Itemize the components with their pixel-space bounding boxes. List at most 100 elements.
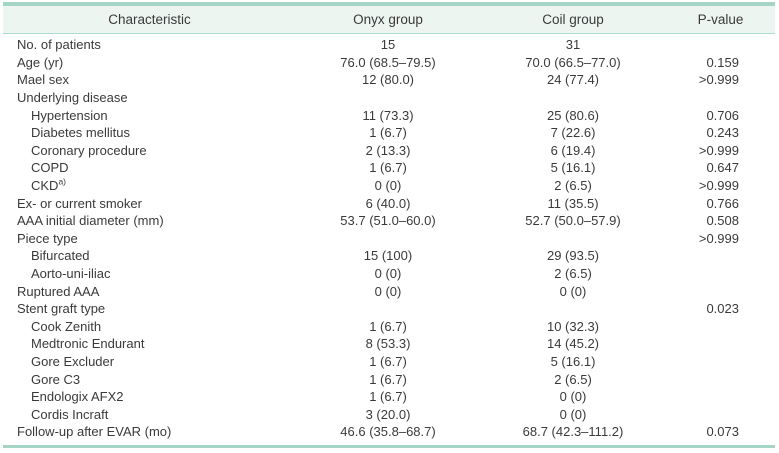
coil-value: 31 (565, 37, 581, 53)
onyx-value: 1 (6.7) (369, 125, 407, 141)
p-value: 0.647 (706, 160, 739, 176)
row-label: Ex- or current smoker (3, 196, 296, 211)
onyx-value: 2 (13.3) (365, 142, 411, 158)
p-value: 0.706 (706, 107, 739, 123)
onyx-value: 1 (6.7) (369, 318, 407, 334)
table-row: COPD 1 (6.7) 5 (16.1) 0.647 (3, 159, 775, 177)
row-label: Diabetes mellitus (3, 125, 296, 140)
coil-value: 2 (6.5) (554, 266, 592, 282)
onyx-value: 12 (80.0) (361, 72, 415, 88)
table-row: Ruptured AAA 0 (0) 0 (0) (3, 282, 775, 300)
coil-value: 5 (16.1) (550, 353, 596, 369)
table-row: Gore C3 1 (6.7) 2 (6.5) (3, 370, 775, 388)
row-label-text: No. of patients (17, 37, 101, 53)
col-header-onyx-group: Onyx group (353, 12, 423, 27)
coil-value: 2 (6.5) (554, 178, 592, 194)
onyx-value: 0 (0) (374, 283, 402, 299)
onyx-value: 0 (0) (374, 266, 402, 282)
coil-value: 52.7 (50.0–57.9) (525, 213, 621, 229)
row-label-text: Aorto-uni-iliac (31, 266, 111, 282)
coil-value: 0 (0) (559, 406, 587, 422)
row-label-text: Piece type (17, 230, 78, 246)
p-value: 0.023 (706, 301, 739, 317)
row-label: No. of patients (3, 37, 296, 52)
table-bottom-rule (3, 444, 775, 448)
row-label-text: AAA initial diameter (mm) (17, 213, 164, 229)
row-label-text: Medtronic Endurant (31, 336, 145, 352)
coil-value: 14 (45.2) (546, 336, 600, 352)
col-header-characteristic: Characteristic (108, 12, 191, 27)
coil-value: 70.0 (66.5–77.0) (525, 54, 621, 70)
table-row: Diabetes mellitus 1 (6.7) 7 (22.6) 0.243 (3, 124, 775, 142)
table-row: Mael sex 12 (80.0) 24 (77.4) >0.999 (3, 71, 775, 89)
coil-value: 29 (93.5) (546, 248, 600, 264)
row-label: COPD (3, 160, 296, 175)
col-header-coil-group: Coil group (542, 12, 604, 27)
row-label: AAA initial diameter (mm) (3, 213, 296, 228)
table-row: Stent graft type 0.023 (3, 300, 775, 318)
row-label-text: Ruptured AAA (17, 283, 100, 299)
table-top-rule (3, 2, 775, 6)
coil-value: 25 (80.6) (546, 107, 600, 123)
row-label-text: Mael sex (17, 72, 70, 88)
onyx-value: 15 (100) (363, 248, 413, 264)
row-label: Cook Zenith (3, 319, 296, 334)
row-label-text: Gore Excluder (31, 353, 115, 369)
p-value: 0.766 (706, 195, 739, 211)
coil-value: 0 (0) (559, 283, 587, 299)
row-label-text: Cook Zenith (31, 318, 102, 334)
table-row: Gore Excluder 1 (6.7) 5 (16.1) (3, 353, 775, 371)
onyx-value: 1 (6.7) (369, 353, 407, 369)
table-row: Endologix AFX2 1 (6.7) 0 (0) (3, 388, 775, 406)
characteristics-table: Characteristic Onyx group Coil group P-v… (3, 2, 775, 448)
row-label: Aorto-uni-iliac (3, 266, 296, 281)
table-row: Hypertension 11 (73.3) 25 (80.6) 0.706 (3, 106, 775, 124)
row-label-text: Follow-up after EVAR (mo) (17, 424, 172, 440)
row-label-superscript: a) (58, 176, 67, 187)
onyx-value: 1 (6.7) (369, 160, 407, 176)
row-label: CKDa) (3, 176, 296, 193)
p-value: 0.159 (706, 54, 739, 70)
onyx-value: 6 (40.0) (365, 195, 411, 211)
coil-value: 68.7 (42.3–111.2) (522, 424, 624, 440)
row-label: Gore Excluder (3, 354, 296, 369)
row-label-text: Endologix AFX2 (31, 389, 124, 405)
table-row: Cordis Incraft 3 (20.0) 0 (0) (3, 405, 775, 423)
row-label-text: Ex- or current smoker (17, 195, 142, 211)
row-label-text: Underlying disease (17, 90, 128, 106)
table-body: No. of patients 15 31 Age (yr) 76.0 (68.… (3, 34, 775, 441)
row-label: Hypertension (3, 108, 296, 123)
table-row: Aorto-uni-iliac 0 (0) 2 (6.5) (3, 265, 775, 283)
coil-value: 2 (6.5) (554, 371, 592, 387)
row-label: Ruptured AAA (3, 284, 296, 299)
row-label: Cordis Incraft (3, 407, 296, 422)
coil-value: 11 (35.5) (547, 195, 599, 211)
row-label: Gore C3 (3, 372, 296, 387)
table-row: Follow-up after EVAR (mo) 46.6 (35.8–68.… (3, 423, 775, 441)
row-label-text: Stent graft type (17, 301, 106, 317)
p-value: 0.073 (706, 424, 739, 440)
p-value: 0.243 (706, 125, 739, 141)
p-value: >0.999 (698, 230, 739, 246)
col-header-p-value: P-value (697, 12, 744, 27)
table-row: CKDa) 0 (0) 2 (6.5) >0.999 (3, 177, 775, 195)
coil-value: 7 (22.6) (550, 125, 596, 141)
p-value: >0.999 (698, 142, 739, 158)
table-row: Piece type >0.999 (3, 230, 775, 248)
table-row: AAA initial diameter (mm) 53.7 (51.0–60.… (3, 212, 775, 230)
row-label-text: Bifurcated (31, 248, 90, 264)
table-row: Coronary procedure 2 (13.3) 6 (19.4) >0.… (3, 142, 775, 160)
row-label: Stent graft type (3, 301, 296, 316)
p-value: >0.999 (698, 178, 739, 194)
row-label-text: Hypertension (31, 107, 108, 123)
row-label: Coronary procedure (3, 143, 296, 158)
table-row: Ex- or current smoker 6 (40.0) 11 (35.5)… (3, 194, 775, 212)
table-row: Cook Zenith 1 (6.7) 10 (32.3) (3, 318, 775, 336)
row-label-text: Age (yr) (17, 54, 64, 70)
table-row: Age (yr) 76.0 (68.5–79.5) 70.0 (66.5–77.… (3, 54, 775, 72)
onyx-value: 3 (20.0) (365, 406, 411, 422)
onyx-value: 76.0 (68.5–79.5) (340, 54, 436, 70)
row-label: Underlying disease (3, 90, 296, 105)
onyx-value: 53.7 (51.0–60.0) (340, 213, 436, 229)
